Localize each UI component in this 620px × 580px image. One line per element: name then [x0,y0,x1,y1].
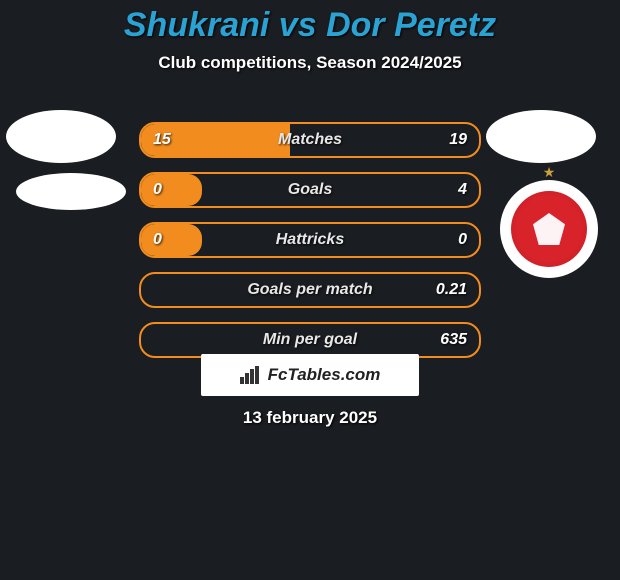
stat-value-right: 4 [458,174,467,206]
brand-badge: FcTables.com [201,354,419,396]
stat-label: Hattricks [141,224,479,256]
comparison-infographic: Shukrani vs Dor Peretz Club competitions… [0,0,620,580]
stat-label: Min per goal [141,324,479,356]
club-crest-icon [511,191,587,267]
stat-bar: Goals0 4 [139,172,481,208]
page-title: Shukrani vs Dor Peretz [0,0,620,45]
stat-value-left: 0 [153,224,162,256]
stat-label: Goals [141,174,479,206]
team-right-logo-2: ★ [500,180,598,278]
stat-label: Goals per match [141,274,479,306]
team-right-logo-1 [486,110,596,163]
comparison-bars: Matches1519Goals04Hattricks00Goals per m… [139,122,481,372]
team-left-logo-1 [6,110,116,163]
stat-bar: Min per goal635 [139,322,481,358]
bar-chart-icon [240,366,262,384]
team-left-logo-2 [16,173,126,210]
stat-bar: Goals per match0.21 [139,272,481,308]
brand-text: FcTables.com [268,365,381,385]
stat-value-right: 0 [458,224,467,256]
page-subtitle: Club competitions, Season 2024/2025 [0,53,620,73]
stat-value-left: 15 [153,124,171,156]
stat-value-right: 0.21 [436,274,467,306]
stat-value-right: 19 [449,124,467,156]
stat-label: Matches [141,124,479,156]
star-icon: ★ [543,164,556,181]
stat-bar: Matches15 19 [139,122,481,158]
stat-bar: Hattricks0 0 [139,222,481,258]
stat-value-left: 0 [153,174,162,206]
stat-value-right: 635 [440,324,467,356]
date-label: 13 february 2025 [0,408,620,428]
